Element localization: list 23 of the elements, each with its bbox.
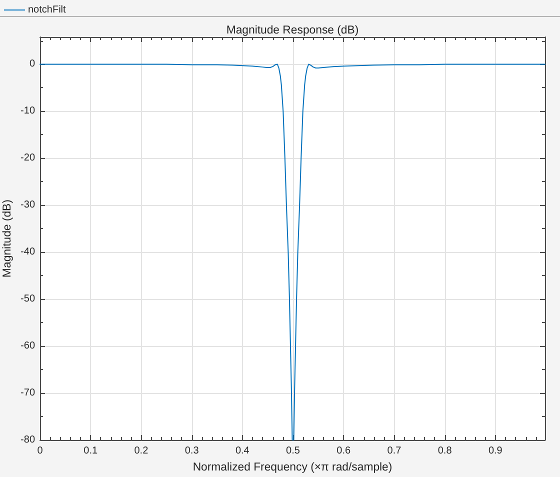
x-axis-title: Normalized Frequency (×π rad/sample)	[192, 462, 392, 474]
y-tick-label: -60	[20, 340, 36, 352]
y-tick-label: -40	[20, 246, 36, 258]
y-tick-label: -80	[20, 434, 36, 446]
x-tick-label: 0.8	[438, 446, 452, 456]
x-tick-label: 0	[37, 446, 44, 456]
x-tick-label: 0.6	[336, 446, 351, 456]
y-axis-title: Magnitude (dB)	[2, 199, 14, 278]
x-tick-label: 0.7	[387, 446, 402, 456]
y-tick-label: -10	[20, 106, 36, 117]
legend-label: notchFilt	[28, 4, 66, 16]
x-tick-label: 0.5	[286, 446, 300, 456]
x-tick-label: 0.3	[184, 446, 200, 456]
x-tick-label: 0.4	[235, 446, 250, 456]
x-tick-label: 0.2	[134, 446, 149, 456]
y-tick-label: 0	[29, 58, 36, 70]
y-tick-label: -70	[20, 388, 36, 399]
y-tick-label: -30	[20, 200, 36, 211]
chart-title: Magnitude Response (dB)	[226, 24, 359, 36]
y-tick-label: -20	[20, 152, 36, 164]
x-tick-label: 0.1	[84, 446, 98, 456]
y-tick-label: -50	[20, 294, 36, 305]
x-tick-label: 0.9	[488, 446, 503, 456]
